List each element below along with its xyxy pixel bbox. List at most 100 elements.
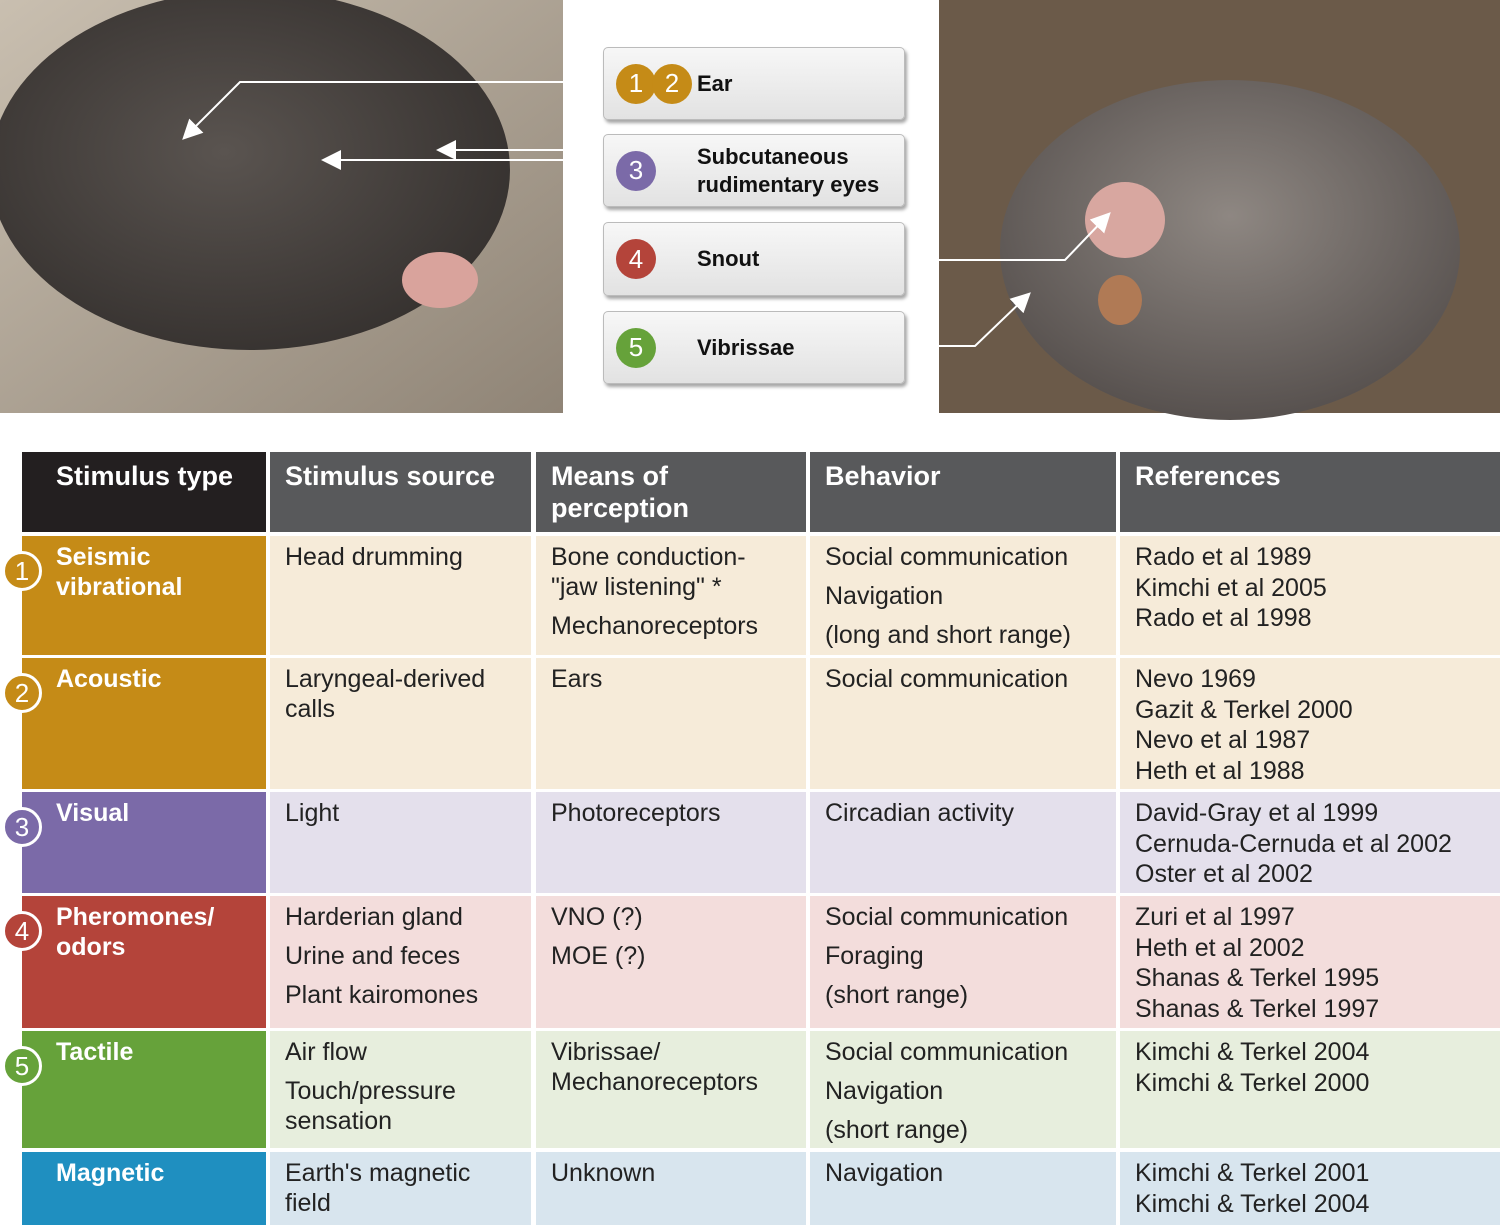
behavior-item: Social communication [825,543,1069,571]
source-item: Harderian gland [285,903,463,931]
photo-panel [0,0,1500,420]
number-badge: 4 [616,239,656,279]
source-cell: Earth's magnetic field [270,1152,531,1225]
mole-body [1000,80,1460,420]
header-cell: Stimulus source [270,452,531,532]
number-badge: 5 [616,327,656,368]
references-item: Nevo et al 1987 [1135,726,1311,754]
references-item: Rado et al 1998 [1135,604,1312,632]
callout-box: 1 2 Ear [603,47,905,120]
label-line: rudimentary eyes [697,171,880,197]
behavior-item: Navigation [825,1077,944,1105]
arrow [182,81,603,140]
type-cell: Seismic vibrational [22,536,266,655]
behavior-cell: Social communication [810,658,1116,789]
references-item: Oster et al 2002 [1135,860,1313,888]
number-badge: 1 [616,63,656,104]
references-item: Rado et al 1989 [1135,543,1312,571]
type-cell: Pheromones/ odors [22,896,266,1028]
callout-label: Vibrissae [697,334,794,362]
source-cell: Air flow Touch/pressure sensation [270,1031,531,1148]
references-item: Heth et al 2002 [1135,933,1305,962]
label-line: Vibrissae [697,334,795,360]
row-number: 2 [2,673,42,713]
callout-box: 4 Snout [603,222,905,296]
callout-label: Ear [697,70,732,98]
behavior-item: Social communication [825,1038,1069,1066]
source-item: Head drumming [285,543,463,571]
means-cell: Vibrissae/ Mechanoreceptors [536,1031,806,1148]
source-item: Urine and feces [285,942,461,970]
means-item: Vibrissae/ Mechanoreceptors [551,1038,759,1096]
source-cell: Laryngeal-derived calls [270,658,531,789]
mole-body [0,0,510,350]
mole-snout [1085,182,1165,258]
means-cell: Ears [536,658,806,789]
behavior-item: (short range) [825,981,969,1009]
behavior-cell: Social communication Navigation (short ran… [810,1031,1116,1148]
references-cell: Zuri et al 1997 Heth et al 2002 Shanas & T… [1120,896,1500,1028]
callout-label: Snout [697,245,759,273]
row-number: 1 [2,551,42,591]
means-cell: Photoreceptors [536,792,806,893]
behavior-item: Circadian activity [825,799,1014,827]
arrow [903,292,1031,347]
row-number: 5 [2,1046,42,1086]
header-cell: Behavior [810,452,1116,532]
number-badge: 3 [616,150,656,191]
type-cell: Magnetic [22,1152,266,1225]
source-item: Earth's magnetic field [285,1159,471,1217]
behavior-item: (short range) [825,1116,969,1144]
label-line: Subcutaneous [697,143,849,169]
number-badge: 2 [652,63,692,104]
behavior-item: Social communication [825,665,1069,693]
means-item: Ears [551,665,603,693]
references-item: Zuri et al 1997 [1135,903,1295,931]
means-item: Mechanoreceptors [551,612,759,640]
type-cell: Visual [22,792,266,893]
source-item: Laryngeal-derived calls [285,665,486,723]
references-item: Shanas & Terkel 1997 [1135,994,1380,1023]
header-cell: References [1120,452,1500,532]
source-cell: Harderian gland Urine and feces Plant kair… [270,896,531,1028]
behavior-item: Social communication [825,903,1069,931]
references-item: Kimchi & Terkel 2004 [1135,1189,1370,1218]
mole-snout [402,252,478,308]
row-number: 4 [2,911,42,951]
references-item: Gazit & Terkel 2000 [1135,695,1353,724]
source-cell: Head drumming [270,536,531,655]
means-item: Photoreceptors [551,799,721,827]
references-item: David-Gray et al 1999 [1135,799,1379,827]
behavior-cell: Social communication Navigation (long and … [810,536,1116,655]
behavior-item: (long and short range) [825,621,1071,649]
means-item: VNO (?) [551,903,643,931]
references-item: Cernuda-Cernuda et al 2002 [1135,829,1452,858]
means-cell: VNO (?) MOE (?) [536,896,806,1028]
source-item: Light [285,799,340,827]
source-item: Air flow [285,1038,367,1066]
source-item: Touch/pressure sensation [285,1077,456,1135]
references-item: Shanas & Terkel 1995 [1135,964,1380,992]
references-item: Kimchi et al 2005 [1135,573,1327,602]
references-item: Kimchi & Terkel 2001 [1135,1159,1370,1187]
type-cell: Tactile [22,1031,266,1148]
callout-box: 5 Vibrissae [603,311,905,384]
callout-label: Subcutaneous rudimentary eyes [697,143,879,199]
arrow [903,212,1111,261]
behavior-item: Foraging [825,942,924,970]
means-item: MOE (?) [551,942,646,970]
references-cell: Kimchi & Terkel 2004 Kimchi & Terkel 2000 [1120,1031,1500,1148]
references-item: Nevo 1969 [1135,665,1256,693]
means-item: Unknown [551,1159,656,1187]
references-item: Kimchi & Terkel 2004 [1135,1038,1370,1066]
row-number: 3 [2,807,42,847]
means-item: Bone conduction- "jaw listening" * [551,543,746,601]
behavior-item: Navigation [825,1159,944,1187]
label-line: Ear [697,70,733,96]
references-cell: David-Gray et al 1999 Cernuda-Cernuda et … [1120,792,1500,893]
label-line: Snout [697,246,760,271]
behavior-cell: Social communication Foraging (short range… [810,896,1116,1028]
header-cell: Means of perception [536,452,806,532]
callout-box: 3 Subcutaneous rudimentary eyes [603,134,905,207]
